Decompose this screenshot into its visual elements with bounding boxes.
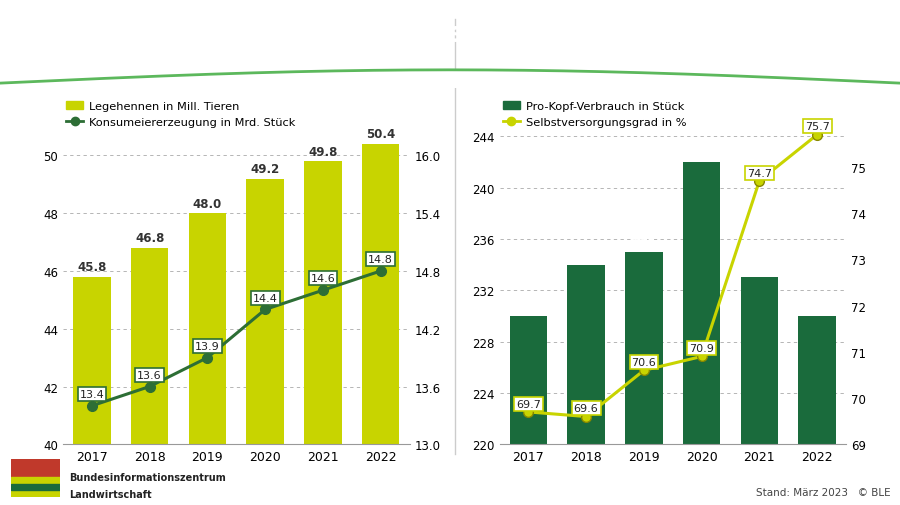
Text: 74.7: 74.7 [747,168,772,178]
Text: 14.4: 14.4 [253,293,277,303]
Text: 14.8: 14.8 [368,255,393,265]
Bar [11,460,60,477]
Bar [73,277,111,505]
Bar [11,477,60,497]
Text: Stand: März 2023   © BLE: Stand: März 2023 © BLE [756,487,891,497]
Text: 230: 230 [517,301,541,314]
Bar [304,162,342,505]
Text: 75.7: 75.7 [805,122,830,132]
Text: 69.7: 69.7 [516,399,541,409]
Text: 233: 233 [747,263,771,276]
Legend: Pro-Kopf-Verbrauch in Stück, Selbstversorgungsgrad in %: Pro-Kopf-Verbrauch in Stück, Selbstverso… [499,97,690,132]
Text: 70.9: 70.9 [689,343,714,354]
Text: 234: 234 [574,250,599,263]
Text: Eiererzeugung und -versorgung in Deutschland: Eiererzeugung und -versorgung in Deutsch… [61,20,839,47]
Bar [626,252,662,505]
Bar [798,316,836,505]
Bar [683,163,720,505]
Bar [247,179,284,505]
Text: 230: 230 [805,301,829,314]
Text: 13.4: 13.4 [79,389,104,399]
Bar [11,484,60,490]
Text: 50.4: 50.4 [366,128,395,141]
Text: 49.2: 49.2 [250,163,280,176]
Text: 13.6: 13.6 [138,370,162,380]
Text: 69.6: 69.6 [574,403,599,414]
Text: 70.6: 70.6 [632,358,656,367]
Text: 235: 235 [632,237,656,250]
Bar [362,144,400,505]
Text: 13.9: 13.9 [195,341,220,351]
Text: 48.0: 48.0 [193,197,222,210]
Bar [130,248,168,505]
Text: 242: 242 [689,147,714,161]
Bar [509,316,547,505]
Text: Bundesinformationszentrum: Bundesinformationszentrum [69,472,226,482]
Bar [189,214,226,505]
Legend: Legehennen in Mill. Tieren, Konsumeiererzeugung in Mrd. Stück: Legehennen in Mill. Tieren, Konsumeierer… [62,97,300,132]
Bar [567,265,605,505]
Text: 45.8: 45.8 [77,261,106,274]
Text: 49.8: 49.8 [308,145,338,159]
Text: 46.8: 46.8 [135,232,165,245]
Text: Landwirtschaft: Landwirtschaft [69,489,152,499]
Text: 14.6: 14.6 [310,274,335,284]
Bar [741,278,778,505]
